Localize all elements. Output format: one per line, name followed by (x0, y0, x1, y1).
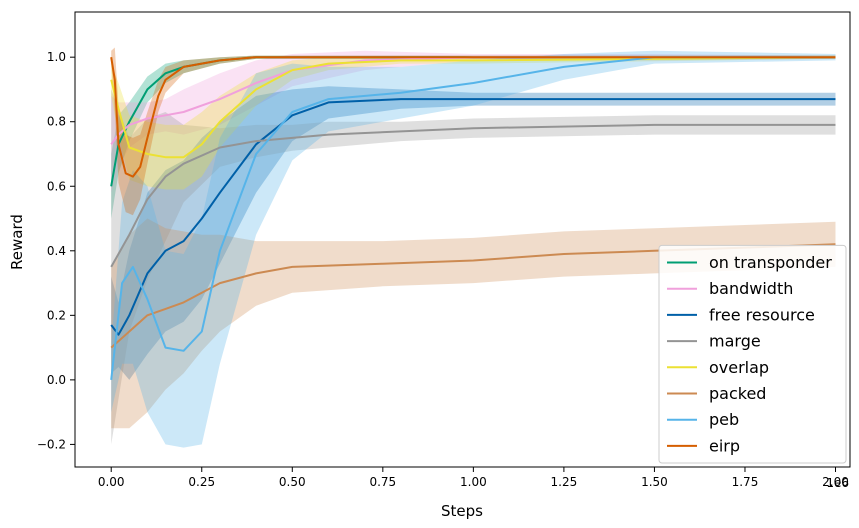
y-tick-label: 0.0 (47, 373, 66, 387)
band-overlap (111, 55, 836, 190)
legend-label-packed: packed (709, 384, 766, 403)
legend-label-marge: marge (709, 332, 761, 351)
x-tick-label: 0.00 (98, 475, 125, 489)
y-tick-label: −0.2 (37, 437, 66, 451)
line-marge (110, 123, 836, 268)
y-tick-label: 0.8 (47, 115, 66, 129)
legend-label-bandwidth: bandwidth (709, 279, 793, 298)
x-tick-label: 2.00 (822, 475, 849, 489)
y-tick-label: 1.0 (47, 50, 66, 64)
band-on-transponder (111, 55, 836, 219)
band-eirp (111, 47, 836, 216)
x-axis-label: Steps (441, 502, 483, 520)
legend-label-on-transponder: on transponder (709, 253, 832, 272)
x-tick-label: 1.50 (641, 475, 668, 489)
x-axis: 0.00 0.25 0.50 0.75 1.00 1.25 1.50 1.75 2.00 (98, 467, 849, 489)
legend-box (658, 244, 847, 464)
series-lines (110, 56, 836, 381)
x-tick-label: 0.50 (279, 475, 306, 489)
line-peb (110, 56, 836, 381)
band-peb (111, 50, 836, 448)
legend: on transponder bandwidth free resource marg… (658, 244, 847, 464)
legend-label-eirp: eirp (709, 436, 740, 455)
x-tick-label: 0.25 (188, 475, 215, 489)
legend-label-free-resource: free resource (709, 305, 815, 324)
x-tick-label: 1.00 (460, 475, 487, 489)
x-tick-label: 1.25 (551, 475, 578, 489)
legend-label-peb: peb (709, 410, 739, 429)
band-packed (111, 218, 836, 429)
line-free-resource (110, 98, 836, 336)
x-tick-label: 1.75 (732, 475, 759, 489)
y-tick-label: 0.4 (47, 244, 66, 258)
y-tick-label: 0.6 (47, 179, 66, 193)
y-axis: −0.2 0.0 0.2 0.4 0.6 0.8 1.0 (37, 50, 75, 451)
y-tick-label: 0.2 (47, 308, 66, 322)
line-eirp (110, 56, 836, 178)
line-overlap (110, 56, 836, 159)
band-bandwidth (111, 50, 836, 193)
plot-frame (74, 11, 851, 468)
x-axis-offset-label: 1e6 (826, 476, 849, 490)
y-axis-label: Reward (8, 214, 26, 270)
legend-label-overlap: overlap (709, 358, 769, 377)
x-tick-label: 0.75 (369, 475, 396, 489)
